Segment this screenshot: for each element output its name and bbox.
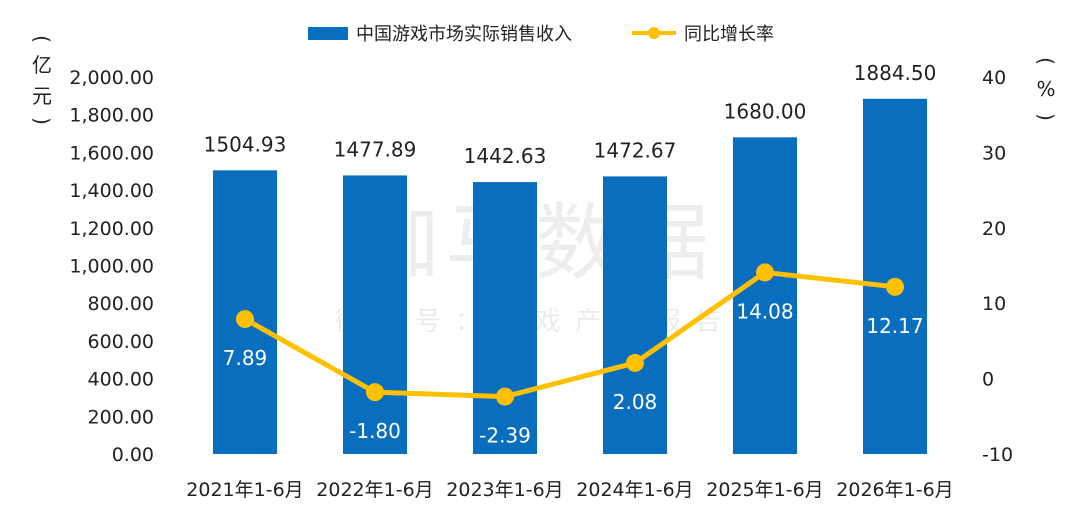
y-left-unit-char: ) — [30, 117, 54, 125]
growth-data-label: -1.80 — [349, 419, 401, 443]
line-point-labels: 7.89 -1.80 -2.39 2.08 14.08 12.17 — [223, 299, 924, 447]
y-right-tick-label: 10 — [982, 293, 1006, 315]
bar-series — [213, 98, 927, 455]
legend-label-line: 同比增长率 — [684, 24, 774, 45]
y-right-axis: -10 0 10 20 30 40 — [982, 67, 1013, 466]
bar-data-label: 1884.50 — [854, 61, 937, 85]
bar-data-label: 1472.67 — [594, 138, 677, 162]
y-left-tick-label: 1,200.00 — [69, 218, 154, 240]
growth-data-label: 14.08 — [736, 299, 793, 323]
y-right-unit-char: ) — [1034, 113, 1058, 121]
growth-data-label: 12.17 — [866, 314, 923, 338]
bar — [603, 176, 667, 454]
growth-point — [756, 263, 774, 282]
bar-data-label: 1504.93 — [204, 132, 287, 156]
y-right-tick-label: 0 — [982, 369, 994, 391]
growth-point — [366, 383, 384, 402]
y-left-tick-label: 800.00 — [88, 293, 154, 315]
x-tick-label: 2024年1-6月 — [576, 479, 693, 501]
growth-point — [626, 353, 644, 372]
growth-data-label: 2.08 — [613, 390, 658, 414]
y-left-tick-label: 2,000.00 — [69, 67, 154, 89]
y-left-unit-char: ( — [30, 35, 54, 43]
x-tick-label: 2022年1-6月 — [316, 479, 433, 501]
bar — [863, 98, 927, 454]
x-tick-label: 2023年1-6月 — [446, 479, 563, 501]
bar — [473, 182, 537, 454]
y-left-unit-char: 亿 — [32, 53, 52, 77]
bar-data-label: 1680.00 — [724, 99, 807, 123]
y-left-tick-label: 200.00 — [88, 406, 154, 428]
line-points — [236, 263, 904, 406]
x-tick-label: 2021年1-6月 — [186, 479, 303, 501]
y-left-tick-label: 1,600.00 — [69, 142, 154, 164]
growth-point — [236, 310, 254, 329]
bar-labels: 1504.93 1477.89 1442.63 1472.67 1680.00 1884.… — [204, 61, 937, 168]
legend-label-bar: 中国游戏市场实际销售收入 — [356, 24, 572, 45]
y-left-tick-label: 1,400.00 — [69, 180, 154, 202]
bar — [343, 175, 407, 455]
x-axis: 2021年1-6月 2022年1-6月 2023年1-6月 2024年1-6月 2025… — [186, 479, 953, 501]
bar — [733, 137, 797, 454]
growth-line — [243, 269, 896, 400]
y-left-tick-label: 400.00 — [88, 369, 154, 391]
bar-data-label: 1477.89 — [334, 137, 417, 161]
growth-data-label: 7.89 — [223, 346, 268, 370]
y-right-tick-label: 40 — [982, 67, 1006, 89]
x-tick-label: 2026年1-6月 — [836, 479, 953, 501]
legend-swatch-marker — [648, 27, 660, 39]
y-left-tick-label: 600.00 — [88, 331, 154, 353]
growth-point — [496, 387, 514, 406]
y-right-tick-label: 20 — [982, 218, 1006, 240]
y-left-tick-label: 1,800.00 — [69, 105, 154, 127]
legend: 中国游戏市场实际销售收入 同比增长率 — [308, 24, 774, 45]
growth-data-label: -2.39 — [479, 424, 531, 448]
y-right-unit-char: ( — [1034, 57, 1058, 65]
x-tick-label: 2025年1-6月 — [706, 479, 823, 501]
y-right-tick-label: 30 — [982, 142, 1006, 164]
y-left-axis: 0.00 200.00 400.00 600.00 800.00 1,000.00 1,20… — [69, 67, 154, 466]
line-series — [243, 269, 896, 400]
y-left-unit-char: 元 — [32, 84, 52, 108]
legend-swatch-bar — [308, 27, 348, 40]
growth-point — [886, 277, 904, 296]
y-left-tick-label: 0.00 — [112, 444, 154, 466]
y-left-tick-label: 1,000.00 — [69, 256, 154, 278]
y-right-unit-char: % — [1036, 77, 1055, 101]
y-left-unit: ( 亿元) — [30, 35, 54, 125]
bar-data-label: 1442.63 — [464, 144, 547, 168]
y-right-tick-label: -10 — [982, 444, 1013, 466]
y-right-unit: (%) — [1034, 57, 1058, 121]
